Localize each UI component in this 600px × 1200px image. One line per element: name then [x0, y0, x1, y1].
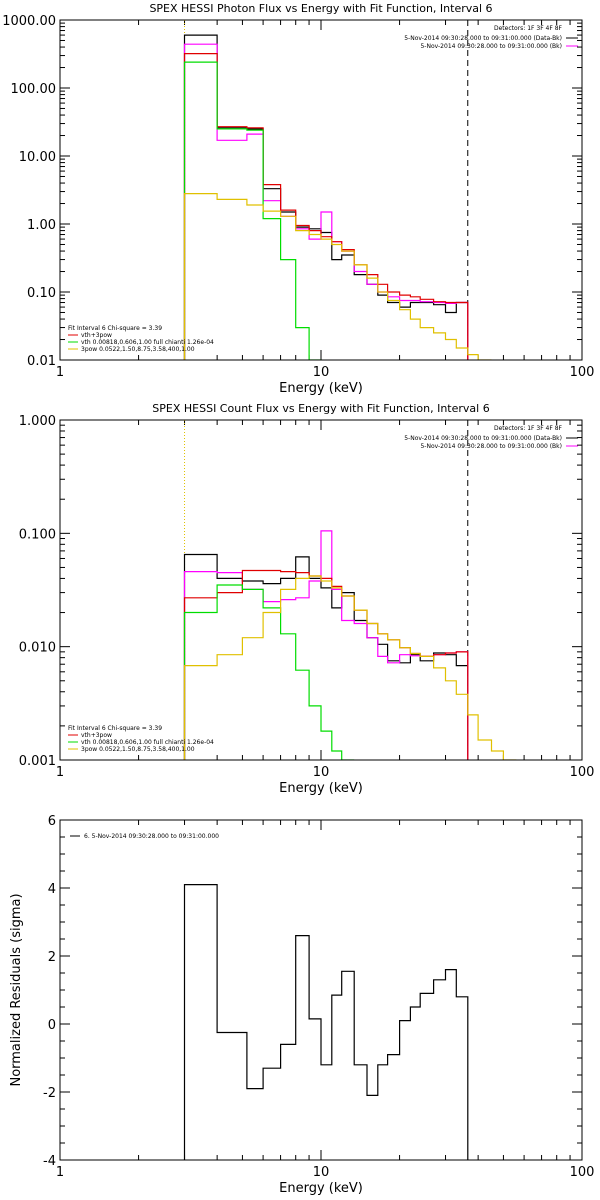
- chart-title: SPEX HESSI Photon Flux vs Energy with Fi…: [149, 2, 492, 15]
- x-axis-label: Energy (keV): [279, 1181, 363, 1196]
- y-tick-label: 10.00: [19, 150, 56, 165]
- plot-frame: [59, 419, 583, 761]
- legend-fit-label: vth 0.00818,0.606,1.00 full chianti 1.26…: [81, 339, 214, 346]
- legend-fit-label: 3pow 0.0522,1.50,8.75,3.58,400,1.00: [81, 746, 195, 753]
- y-tick-label: 6: [48, 814, 56, 829]
- series-line-4: [183, 193, 492, 360]
- x-tick-label: 10: [313, 765, 330, 780]
- legend-entry-label: 5-Nov-2014 09:30:28.000 to 09:31:00.000 …: [404, 435, 562, 442]
- x-tick-label: 100: [570, 1165, 595, 1180]
- legend-entry-label: 5-Nov-2014 09:30:28.000 to 09:31:00.000 …: [420, 43, 562, 50]
- x-axis-label: Energy (keV): [279, 381, 363, 396]
- x-axis-label: Energy (keV): [279, 781, 363, 796]
- y-tick-label: 100.00: [11, 82, 57, 97]
- legend-fit-label: 3pow 0.0522,1.50,8.75,3.58,400,1.00: [81, 346, 195, 353]
- y-tick-label: 0.001: [19, 754, 56, 769]
- residual-legend-label: 6. 5-Nov-2014 09:30:28.000 to 09:31:00.0…: [84, 833, 219, 840]
- y-tick-label: 0.01: [27, 354, 56, 369]
- y-tick-label: 0.010: [19, 641, 56, 656]
- x-tick-label: 10: [313, 1165, 330, 1180]
- y-tick-label: -2: [43, 1086, 56, 1101]
- series-line-3: [183, 584, 355, 760]
- photon-flux-panel: SPEX HESSI Photon Flux vs Energy with Fi…: [2, 2, 594, 396]
- y-tick-label: 1.000: [19, 414, 56, 429]
- legend-detectors: Detectors: 1F 3F 4F 8F: [494, 25, 563, 32]
- x-tick-label: 10: [313, 365, 330, 380]
- y-tick-label: -4: [43, 1154, 56, 1169]
- residuals-panel: 1 10 100 -4 -2 0 2 4 6 Energy (keV) Normalized Res…: [9, 814, 594, 1196]
- count-flux-panel: SPEX HESSI Count Flux vs Energy with Fit…: [19, 402, 595, 796]
- y-axis-label: Normalized Residuals (sigma): [9, 893, 24, 1086]
- y-tick-label: 1000.00: [2, 14, 56, 29]
- legend-detectors: Detectors: 1F 3F 4F 8F: [494, 425, 563, 432]
- plot-frame: [59, 19, 583, 361]
- x-tick-label: 1: [56, 1165, 64, 1180]
- x-tick-label: 100: [570, 765, 595, 780]
- y-tick-label: 4: [48, 882, 56, 897]
- x-tick-label: 100: [570, 365, 595, 380]
- y-tick-label: 0.10: [27, 286, 56, 301]
- x-tick-label: 1: [56, 765, 64, 780]
- legend-fit-header: Fit Interval 6 Chi-square = 3.39: [68, 725, 162, 732]
- y-tick-label: 2: [48, 950, 56, 965]
- y-tick-label: 0.100: [19, 527, 56, 542]
- plot-frame: [59, 819, 583, 1161]
- x-tick-label: 1: [56, 365, 64, 380]
- chart-title: SPEX HESSI Count Flux vs Energy with Fit…: [152, 402, 489, 415]
- y-tick-label: 0: [48, 1018, 56, 1033]
- legend-fit-header: Fit Interval 6 Chi-square = 3.39: [68, 325, 162, 332]
- y-tick-label: 1.00: [27, 218, 56, 233]
- series-line-0: [183, 884, 469, 1160]
- series-line-3: [183, 61, 321, 360]
- legend-fit-label: vth+3pow: [81, 332, 112, 339]
- series-line-4: [183, 575, 517, 760]
- legend-entry-label: 5-Nov-2014 09:30:28.000 to 09:31:00.000 …: [420, 443, 562, 450]
- legend-fit-label: vth+3pow: [81, 732, 112, 739]
- legend-entry-label: 5-Nov-2014 09:30:28.000 to 09:31:00.000 …: [404, 35, 562, 42]
- legend-fit-label: vth 0.00818,0.606,1.00 full chianti 1.26…: [81, 739, 214, 746]
